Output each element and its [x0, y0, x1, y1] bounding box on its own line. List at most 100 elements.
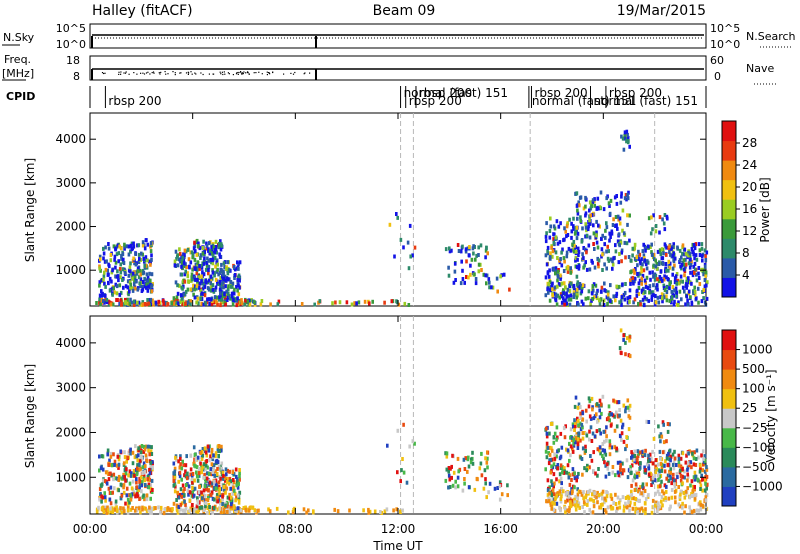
echo-cell	[133, 508, 137, 513]
echo-cell	[478, 466, 482, 471]
echo-cell	[641, 249, 645, 254]
echo-cell	[625, 336, 629, 341]
echo-cell	[571, 247, 575, 252]
echo-cell	[551, 293, 554, 298]
echo-cell	[652, 293, 655, 298]
echo-cell	[620, 191, 623, 196]
echo-cell	[638, 278, 642, 283]
echo-cell	[705, 465, 708, 470]
echo-cell	[228, 476, 232, 481]
echo-cell	[222, 484, 226, 489]
echo-cell	[244, 507, 248, 512]
echo-cell	[673, 495, 677, 500]
echo-cell	[575, 295, 578, 300]
echo-cell	[560, 486, 564, 491]
echo-cell	[209, 454, 212, 459]
echo-cell	[102, 274, 106, 279]
echo-cell	[236, 288, 239, 293]
echo-cell	[653, 277, 657, 282]
echo-cell	[641, 490, 645, 495]
echo-cell	[652, 504, 656, 509]
echo-cell	[143, 277, 147, 282]
echo-cell	[677, 300, 680, 305]
echo-cell	[601, 448, 605, 453]
echo-cell	[556, 491, 559, 496]
echo-cell	[562, 291, 565, 296]
echo-cell	[700, 246, 704, 251]
echo-cell	[692, 456, 696, 461]
echo-cell	[142, 270, 146, 275]
echo-cell	[588, 218, 591, 223]
echo-cell	[620, 438, 623, 442]
echo-cell	[663, 274, 666, 279]
echo-cell	[663, 227, 667, 232]
echo-cell	[589, 213, 592, 218]
echo-cell	[620, 302, 623, 307]
echo-cell	[554, 271, 557, 276]
echo-cell	[544, 239, 548, 244]
echo-cell	[597, 206, 600, 211]
echo-cell	[454, 278, 457, 282]
echo-cell	[564, 229, 567, 234]
echo-cell	[175, 295, 179, 300]
echo-cell	[230, 291, 234, 296]
echo-cell	[604, 228, 607, 233]
echo-cell	[129, 249, 132, 254]
echo-cell	[579, 427, 583, 432]
nsky-tick-bottom: 10^0	[56, 38, 86, 51]
echo-cell	[553, 232, 556, 237]
echo-cell	[200, 490, 203, 495]
echo-cell	[604, 474, 608, 479]
echo-cell	[665, 476, 668, 481]
echo-cell	[176, 490, 179, 495]
colorbar-swatch	[722, 408, 736, 429]
echo-cell	[173, 263, 177, 268]
nave-point	[194, 72, 196, 74]
echo-cell	[559, 454, 563, 459]
echo-cell	[625, 443, 628, 448]
echo-cell	[129, 261, 132, 266]
echo-cell	[570, 229, 574, 234]
nave-point	[294, 71, 296, 74]
echo-cell	[591, 431, 595, 436]
echo-cell	[550, 464, 553, 469]
echo-cell	[207, 448, 211, 453]
echo-cell	[619, 328, 623, 333]
echo-cell	[213, 473, 216, 478]
echo-cell	[579, 416, 582, 420]
echo-cell	[569, 504, 573, 509]
echo-cell	[221, 276, 225, 281]
echo-cell	[575, 225, 579, 230]
echo-cell	[162, 511, 166, 516]
echo-cell	[559, 499, 563, 504]
echo-cell	[105, 507, 109, 512]
echo-cell	[660, 457, 664, 462]
echo-cell	[219, 303, 222, 308]
echo-cell	[159, 505, 163, 510]
echo-cell	[573, 243, 576, 248]
echo-cell	[693, 477, 697, 482]
echo-cell	[240, 300, 244, 305]
echo-cell	[645, 462, 649, 467]
echo-cell	[667, 478, 670, 483]
echo-cell	[572, 224, 575, 229]
echo-cell	[145, 282, 148, 287]
echo-cell	[690, 259, 693, 264]
echo-cell	[625, 197, 628, 202]
echo-cell	[600, 289, 603, 294]
echo-cell	[179, 258, 182, 263]
echo-cell	[257, 508, 260, 513]
echo-cell	[206, 506, 210, 510]
echo-cell	[629, 500, 632, 505]
echo-cell	[635, 293, 639, 298]
echo-cell	[238, 276, 241, 281]
echo-cell	[108, 497, 112, 502]
echo-cell	[692, 475, 696, 480]
echo-cell	[548, 452, 552, 457]
echo-cell	[178, 283, 181, 288]
echo-cell	[599, 503, 603, 507]
echo-cell	[658, 215, 662, 220]
echo-cell	[98, 283, 101, 288]
echo-cell	[629, 258, 633, 263]
